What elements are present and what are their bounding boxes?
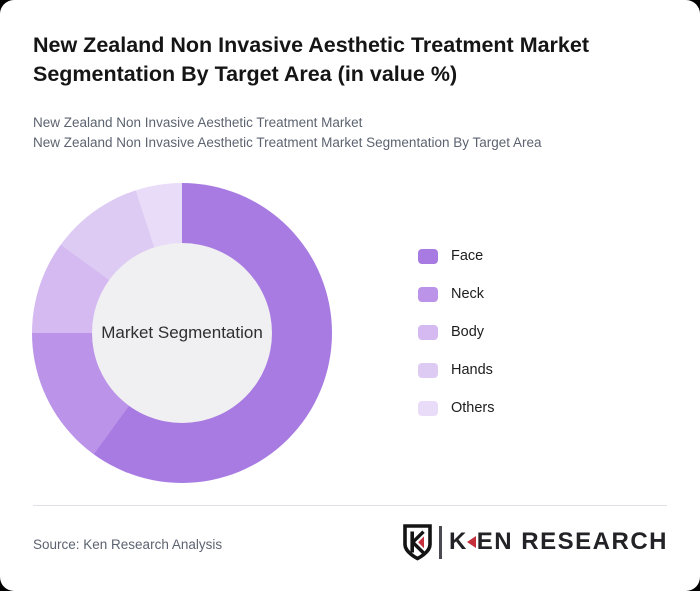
legend-item-face: Face [418,246,495,266]
legend-swatch-hands [418,362,438,378]
legend-label-others: Others [451,400,495,416]
logo-divider-bar [438,525,442,559]
subtitle-line-2: New Zealand Non Invasive Aesthetic Treat… [33,134,542,150]
brand-wordmark: K EN RESEARCH [449,528,668,556]
footer-divider [33,505,667,506]
legend-item-hands: Hands [418,360,495,380]
shield-k-icon [403,523,432,560]
donut-center: Market Segmentation [92,243,272,423]
ken-research-logo: K EN RESEARCH [402,522,668,562]
legend-label-face: Face [451,248,484,264]
legend-label-hands: Hands [451,362,493,378]
legend-item-body: Body [418,322,495,342]
legend-label-neck: Neck [451,286,485,302]
legend-item-others: Others [418,398,495,418]
donut-center-label: Market Segmentation [101,323,263,342]
chart-legend: Face Neck Body Hands Others [418,246,495,436]
legend-item-neck: Neck [418,284,495,304]
legend-swatch-body [418,324,438,340]
brand-letter-k: K [448,528,468,555]
subtitle-line-1: New Zealand Non Invasive Aesthetic Treat… [33,115,363,130]
brand-red-triangle-icon [466,536,476,548]
page-title: New Zealand Non Invasive Aesthetic Treat… [33,33,589,86]
chart-subtitle: New Zealand Non Invasive Aesthetic Treat… [33,113,542,152]
legend-swatch-neck [418,286,438,302]
legend-swatch-others [418,400,438,416]
legend-swatch-face [418,248,438,264]
brand-rest: EN RESEARCH [476,528,668,555]
source-text: Source: Ken Research Analysis [33,537,223,552]
legend-label-body: Body [451,324,485,340]
donut-chart: Market Segmentation [32,183,332,483]
